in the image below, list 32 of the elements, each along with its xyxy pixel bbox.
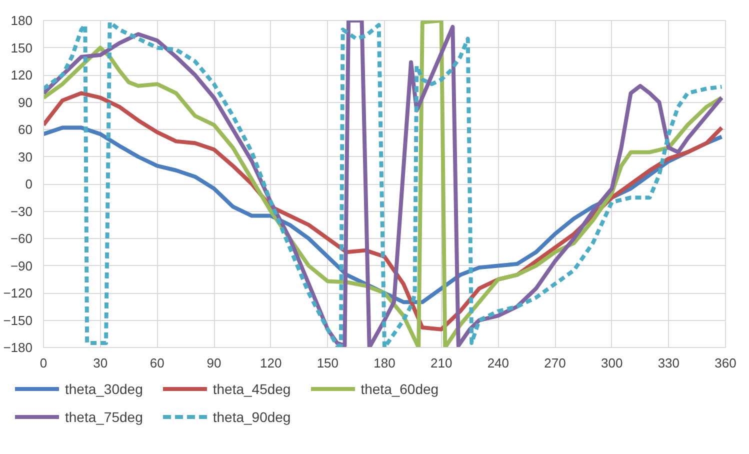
y-tick-label: −180 <box>3 340 33 355</box>
x-tick-label: 210 <box>430 356 452 370</box>
legend-label: theta_45deg <box>212 380 291 399</box>
x-tick-label: 90 <box>206 356 222 370</box>
y-tick-label: −120 <box>3 286 33 300</box>
x-tick-label: 300 <box>600 356 623 370</box>
x-tick-label: 30 <box>93 356 108 370</box>
legend-label: theta_90deg <box>212 408 291 427</box>
x-tick-label: 120 <box>260 356 282 370</box>
y-tick-label: 120 <box>10 68 33 82</box>
y-tick-label: 90 <box>18 94 33 110</box>
x-tick-label: 270 <box>544 356 566 370</box>
y-tick-label: 30 <box>18 149 33 164</box>
legend-label: theta_60deg <box>360 380 439 399</box>
y-tick-label: −60 <box>10 231 33 246</box>
y-tick-label: 150 <box>10 40 33 56</box>
y-tick-label: 0 <box>25 176 33 192</box>
x-tick-label: 60 <box>150 356 164 370</box>
legend-label: theta_30deg <box>65 380 143 399</box>
x-tick-label: 330 <box>658 356 680 370</box>
x-tick-label: 0 <box>40 356 48 370</box>
x-tick-label: 360 <box>714 356 736 370</box>
x-tick-label: 240 <box>487 356 510 370</box>
line-series <box>44 20 724 348</box>
x-tick-label: 180 <box>374 356 396 370</box>
y-tick-label: −150 <box>3 312 33 328</box>
y-tick-label: 180 <box>10 13 33 28</box>
y-tick-label: 60 <box>18 122 33 137</box>
y-tick-label: −30 <box>10 204 33 219</box>
y-tick-label: −90 <box>10 258 33 274</box>
legend-label: theta_75deg <box>65 408 143 427</box>
x-tick-label: 150 <box>316 356 339 370</box>
